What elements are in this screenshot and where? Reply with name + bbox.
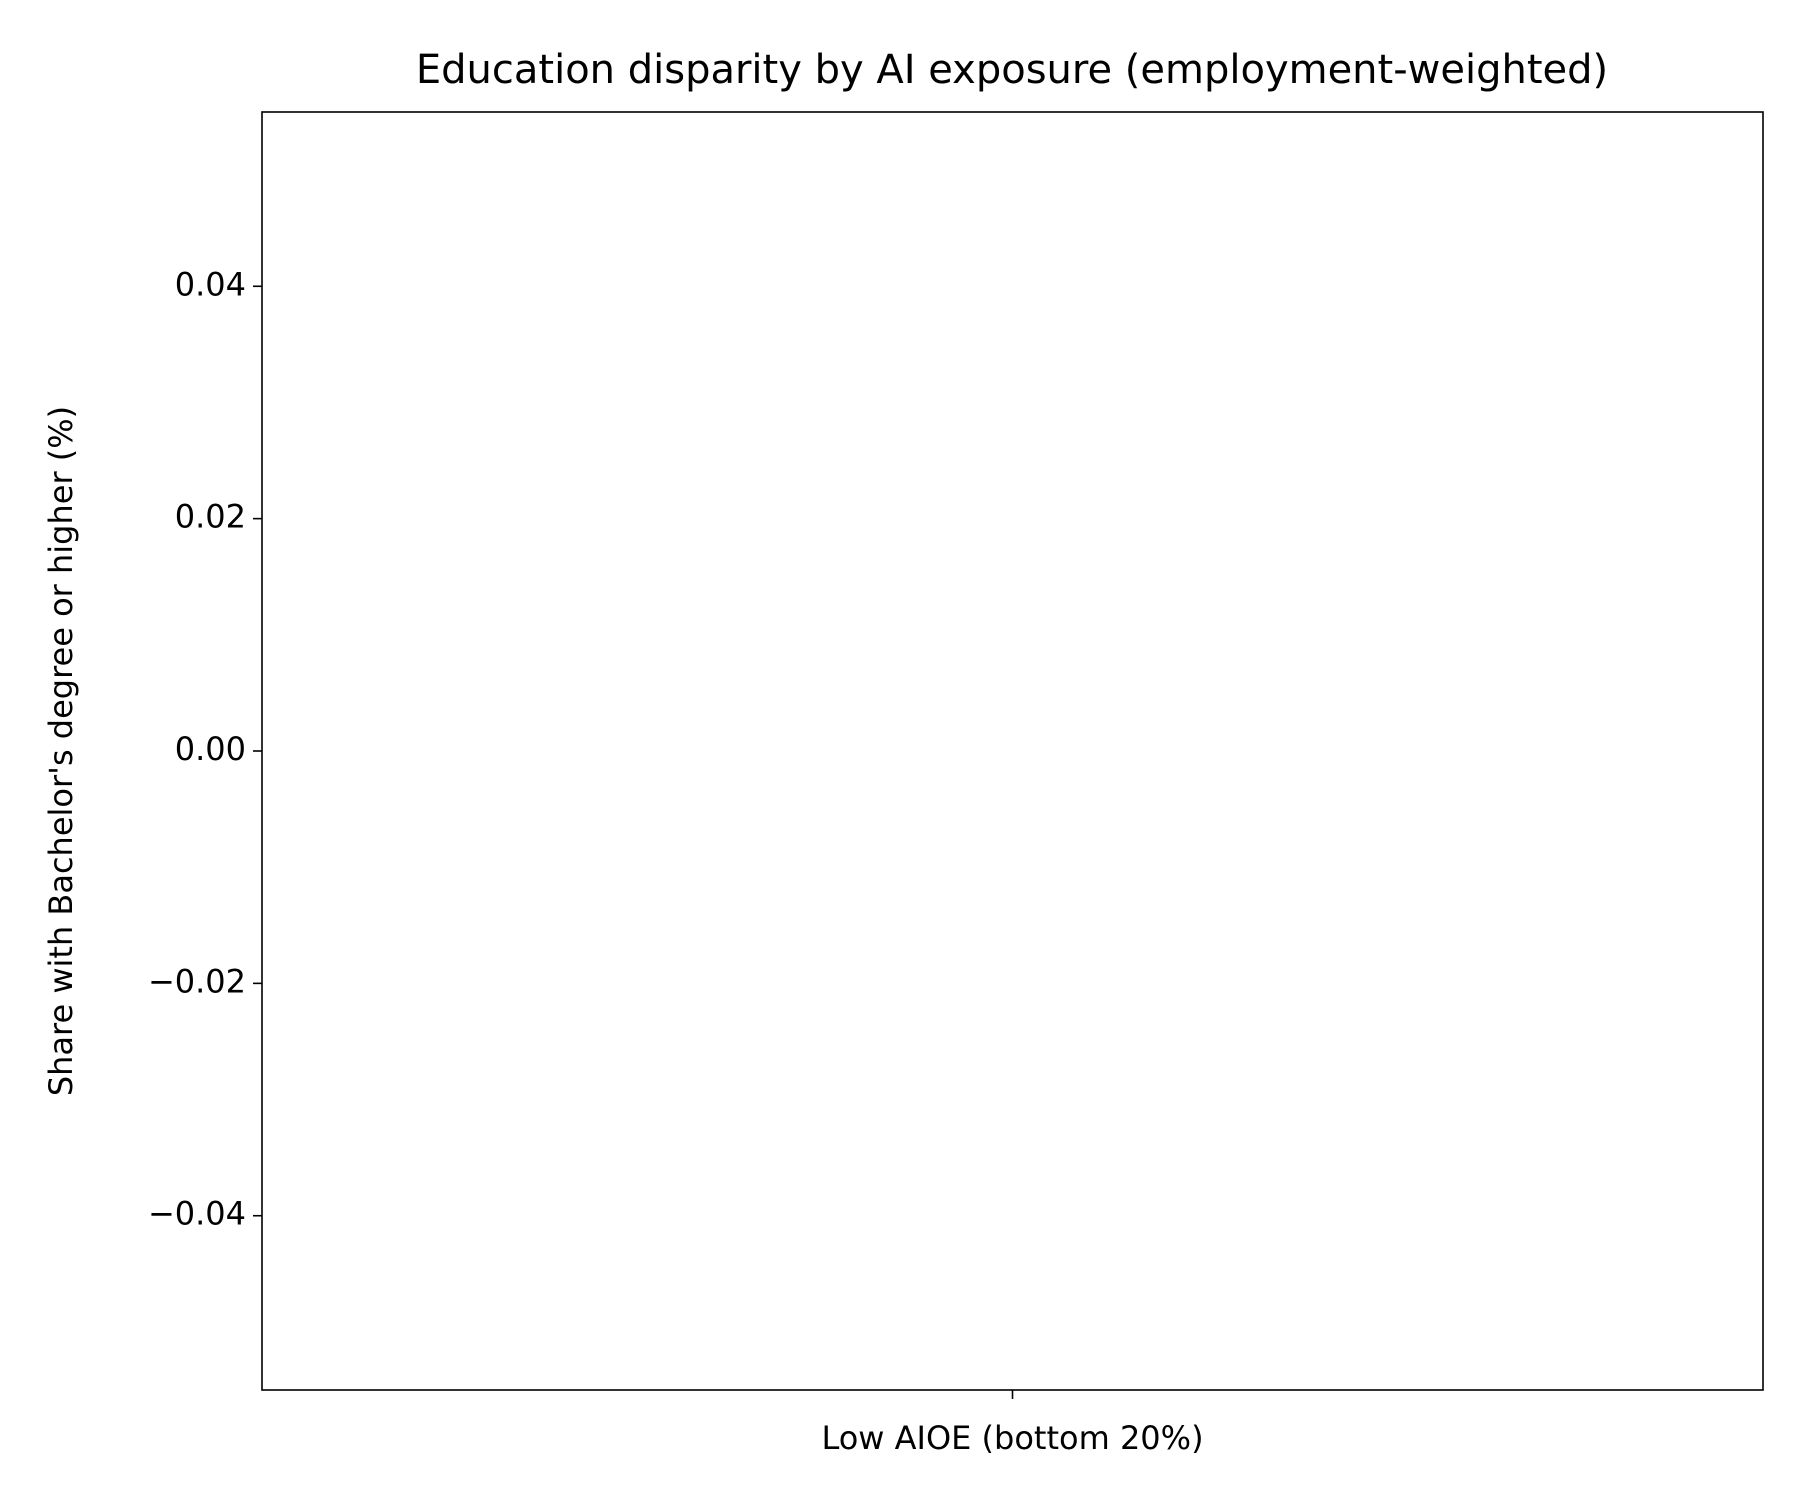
x-tick-label: Low AIOE (bottom 20%) — [821, 1419, 1203, 1457]
plot-frame — [261, 111, 1764, 1391]
chart-title: Education disparity by AI exposure (empl… — [416, 47, 1608, 93]
y-tick-label: 0.04 — [175, 265, 246, 303]
y-tick-label: −0.02 — [148, 962, 246, 1000]
y-axis-label: Share with Bachelor's degree or higher (… — [42, 406, 80, 1096]
y-tick-label: 0.02 — [175, 498, 246, 536]
y-tick-label: 0.00 — [175, 730, 246, 768]
y-tick-label: −0.04 — [148, 1195, 246, 1233]
